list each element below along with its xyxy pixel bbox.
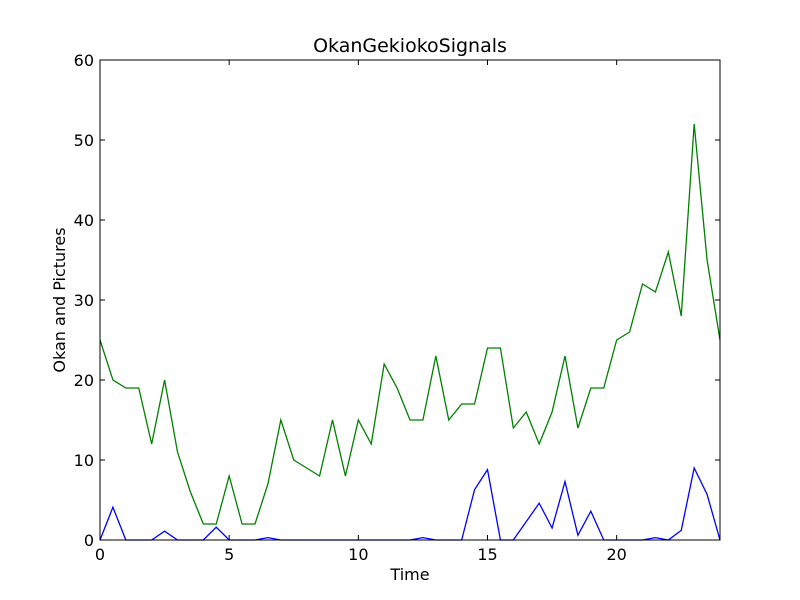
- y-tick-label: 20: [74, 371, 94, 390]
- y-tick-label: 60: [74, 51, 94, 70]
- y-tick-label: 10: [74, 451, 94, 470]
- series-line-2: [99, 123, 721, 525]
- y-tick-label: 40: [74, 211, 94, 230]
- x-axis-label: Time: [389, 565, 429, 584]
- chart-title: OkanGekiokoSignals: [313, 35, 507, 57]
- y-tick-label: 0: [84, 531, 94, 550]
- y-tick-label: 30: [74, 291, 94, 310]
- x-tick-label: 0: [95, 545, 105, 564]
- x-tick-label: 20: [606, 545, 626, 564]
- x-tick-label: 5: [224, 545, 234, 564]
- x-tick-label: 15: [477, 545, 497, 564]
- y-tick-label: 50: [74, 131, 94, 150]
- ticks-layer: 0 5 10 15 20 0 10 20 30 40 50 60: [74, 51, 720, 564]
- x-tick-label: 10: [348, 545, 368, 564]
- y-axis-label: Okan and Pictures: [50, 227, 69, 372]
